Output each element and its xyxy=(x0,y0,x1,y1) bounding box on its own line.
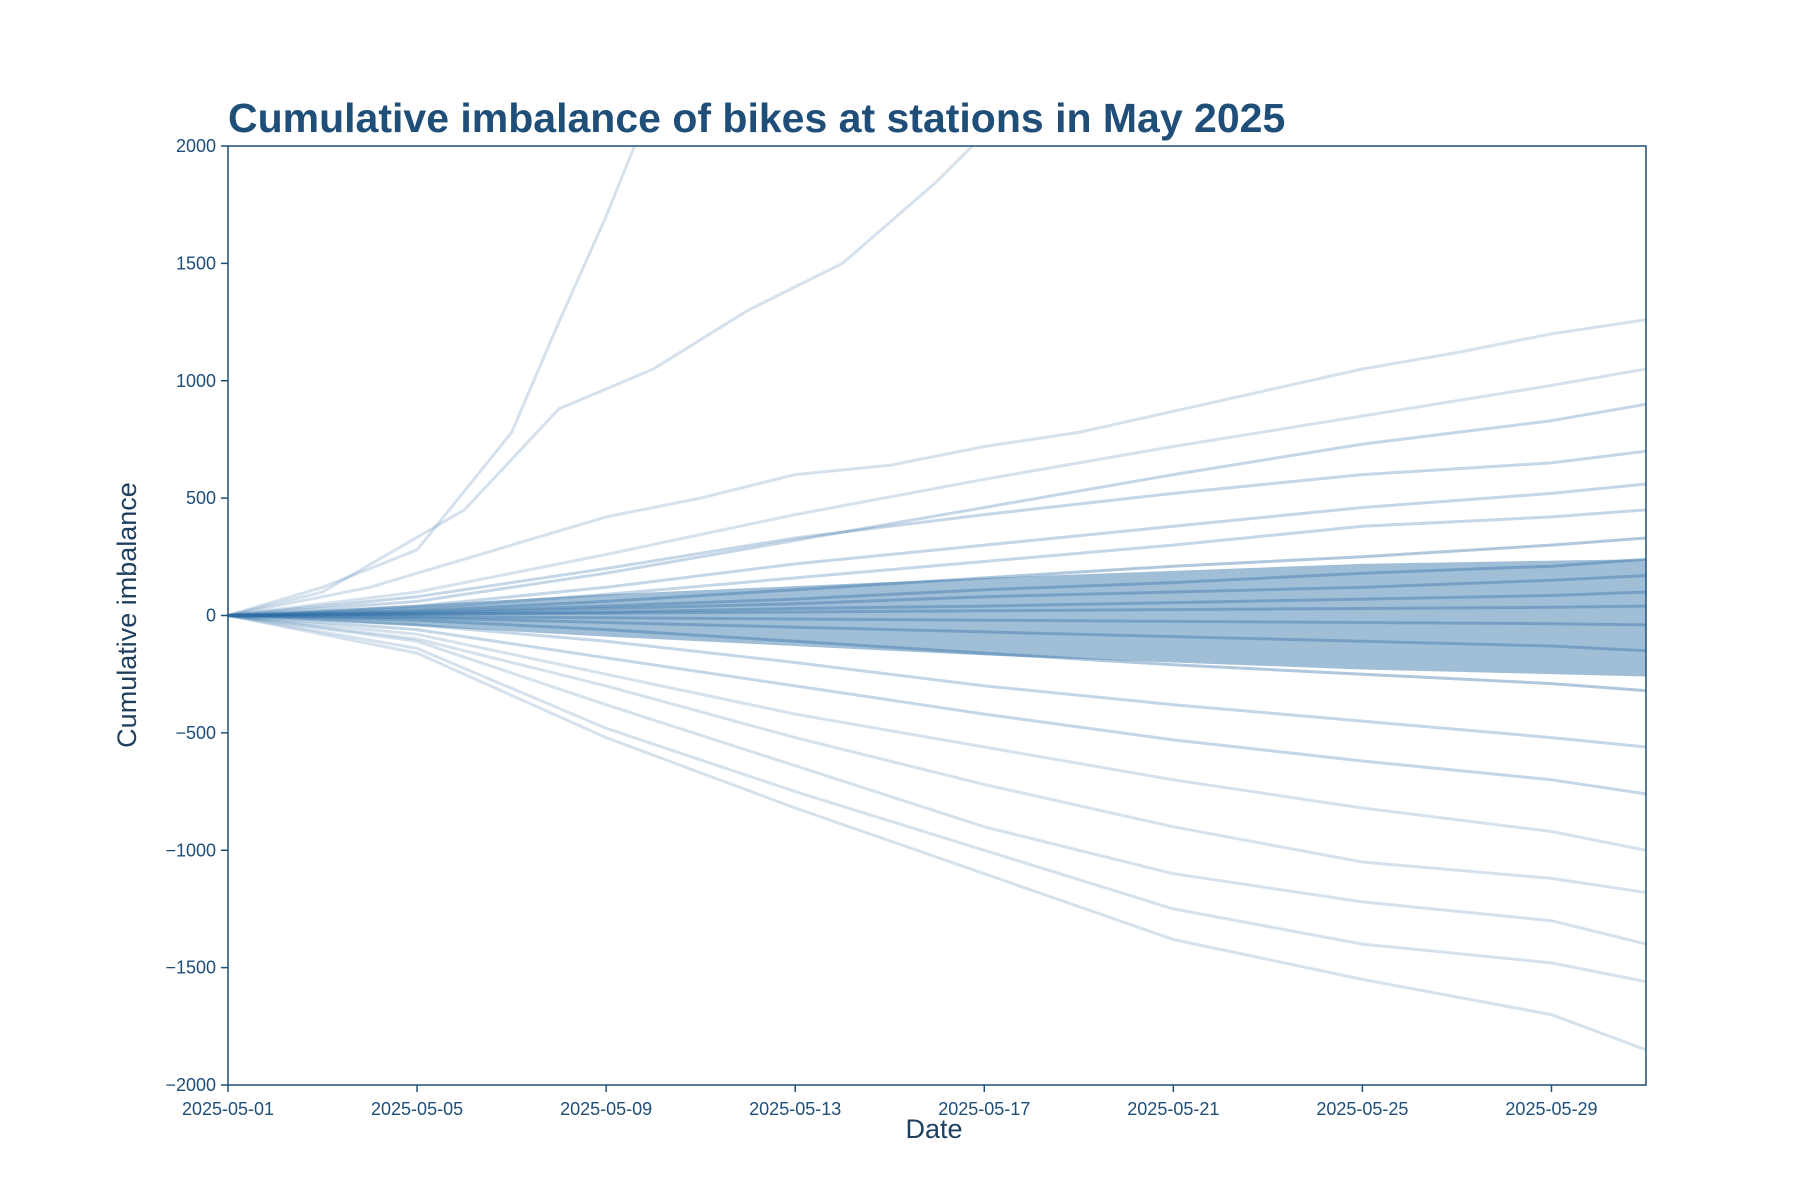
series-line-1 xyxy=(228,146,637,617)
x-axis: 2025-05-01 2025-05-05 2025-05-09 2025-05-13… xyxy=(182,1085,1598,1119)
series-line-3 xyxy=(228,318,1646,617)
series-line-18 xyxy=(228,614,1646,796)
y-tick-label: −1500 xyxy=(165,958,216,978)
series-line-10 xyxy=(228,557,1646,617)
series-line-13 xyxy=(228,604,1646,617)
series-line-2 xyxy=(228,146,975,617)
y-tick-label: −500 xyxy=(175,723,216,743)
series-line-5 xyxy=(228,402,1646,617)
series-group xyxy=(228,146,1646,1052)
series-line-21 xyxy=(228,614,1646,946)
x-tick-label: 2025-05-05 xyxy=(371,1099,463,1119)
series-line-15 xyxy=(228,614,1646,653)
series-line-16 xyxy=(228,614,1646,693)
dense-series-band xyxy=(228,559,1646,677)
series-line-4 xyxy=(228,367,1646,617)
series-line-9 xyxy=(228,536,1646,617)
y-tick-label: 1000 xyxy=(176,371,216,391)
series-line-20 xyxy=(228,614,1646,894)
series-line-6 xyxy=(228,449,1646,617)
x-tick-label: 2025-05-29 xyxy=(1505,1099,1597,1119)
series-line-12 xyxy=(228,590,1646,617)
x-tick-label: 2025-05-01 xyxy=(182,1099,274,1119)
x-tick-label: 2025-05-17 xyxy=(938,1099,1030,1119)
x-axis-label: Date xyxy=(905,1114,962,1144)
series-line-14 xyxy=(228,614,1646,627)
series-line-23 xyxy=(228,614,1646,1052)
x-tick-label: 2025-05-21 xyxy=(1127,1099,1219,1119)
y-tick-label: −2000 xyxy=(165,1075,216,1095)
series-line-7 xyxy=(228,482,1646,617)
series-line-22 xyxy=(228,614,1646,984)
plot-area xyxy=(227,145,1647,1086)
y-axis: −2000 −1500 −1000 −500 0 500 1000 1500 2000 xyxy=(165,136,228,1095)
x-tick-label: 2025-05-13 xyxy=(749,1099,841,1119)
y-tick-label: −1000 xyxy=(165,840,216,860)
series-line-11 xyxy=(228,574,1646,617)
series-line-17 xyxy=(228,614,1646,749)
x-tick-label: 2025-05-09 xyxy=(560,1099,652,1119)
y-axis-label: Cumulative imbalance xyxy=(112,482,142,748)
y-tick-label: 500 xyxy=(186,488,216,508)
series-line-8 xyxy=(228,508,1646,617)
x-tick-label: 2025-05-25 xyxy=(1316,1099,1408,1119)
series-line-19 xyxy=(228,614,1646,852)
chart-title: Cumulative imbalance of bikes at station… xyxy=(228,95,1285,141)
y-tick-label: 0 xyxy=(206,606,216,626)
y-tick-label: 1500 xyxy=(176,253,216,273)
y-tick-label: 2000 xyxy=(176,136,216,156)
